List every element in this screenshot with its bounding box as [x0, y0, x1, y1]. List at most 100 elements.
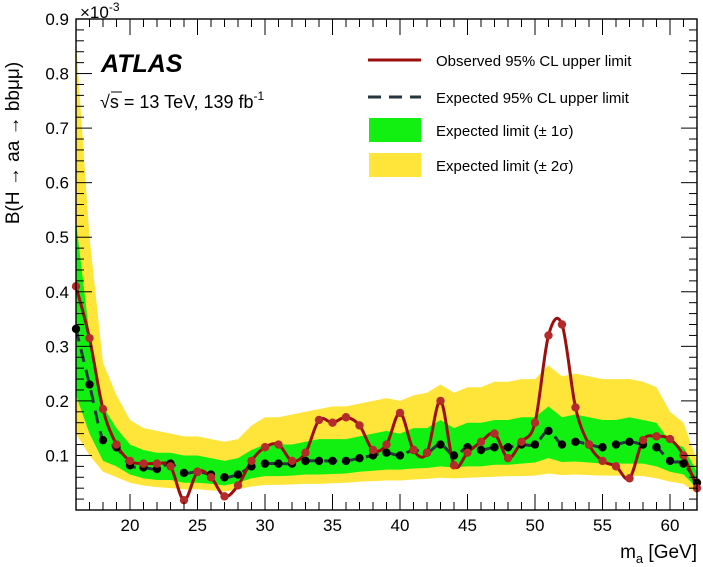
expected-point	[571, 437, 580, 447]
legend-observed-label: Observed 95% CL upper limit	[436, 53, 632, 70]
expected-point	[544, 426, 553, 436]
expected-point	[341, 456, 351, 466]
observed-point	[341, 413, 351, 422]
expected-point	[301, 456, 310, 466]
ticks-layer	[76, 18, 698, 510]
x-tick-label: 60	[661, 516, 680, 535]
observed-point	[274, 440, 283, 449]
observed-point	[301, 448, 310, 457]
x-tick-label: 20	[121, 516, 140, 535]
expected-point	[665, 456, 675, 466]
observed-point	[85, 333, 94, 343]
y-tick-labels: 0.1 0.2 0.3 0.4 0.5 0.6 0.7 0.8 0.9	[45, 10, 69, 465]
x-tick-label: 45	[458, 516, 477, 535]
legend-band1-label: Expected limit (± 1σ)	[436, 123, 574, 140]
expected-point	[382, 448, 391, 457]
observed-point	[220, 492, 229, 501]
observed-point	[584, 440, 594, 449]
y-tick-label: 0.6	[45, 174, 69, 193]
observed-point	[125, 456, 135, 466]
y-exponent: ×10-3	[80, 0, 120, 22]
observed-point	[652, 432, 661, 441]
observed-point	[368, 445, 378, 455]
expected-point	[233, 470, 243, 479]
observed-point	[382, 440, 391, 449]
expected-point	[179, 468, 189, 478]
y-tick-label: 0.9	[45, 10, 69, 29]
expected-point	[625, 437, 634, 447]
y-tick-label: 0.4	[45, 283, 69, 302]
legend-band1-swatch	[369, 118, 421, 142]
observed-point	[598, 456, 607, 466]
energy-label: √s = 13 TeV, 139 fb-1	[100, 89, 265, 112]
observed-point	[571, 403, 580, 412]
observed-point	[463, 448, 472, 457]
points-layer	[71, 282, 702, 505]
expected-point	[503, 443, 513, 452]
observed-point	[449, 461, 459, 470]
x-tick-label: 50	[526, 516, 545, 535]
observed-point	[328, 418, 337, 427]
legend-band2-swatch	[369, 153, 421, 177]
observed-point	[638, 435, 648, 445]
x-tick-label: 40	[391, 516, 410, 535]
band-1sigma	[76, 220, 697, 489]
x-tick-labels: 20 25 30 35 40 45 50 55 60	[121, 516, 680, 535]
expected-point	[355, 453, 364, 463]
observed-point	[557, 320, 567, 329]
observed-point	[544, 331, 553, 340]
observed-point	[166, 462, 175, 471]
x-axis-title: ma [GeV]	[620, 542, 697, 566]
legend-band2-label: Expected limit (± 2σ)	[436, 158, 574, 175]
observed-point	[355, 421, 364, 430]
expected-point	[611, 440, 621, 449]
expected-point	[476, 445, 486, 455]
y-tick-label: 0.2	[45, 392, 69, 411]
y-tick-label: 0.7	[45, 119, 69, 138]
x-tick-label: 25	[188, 516, 207, 535]
observed-point	[611, 462, 621, 471]
observed-point	[395, 408, 405, 418]
expected-point	[652, 443, 661, 452]
expected-point	[598, 443, 607, 452]
observed-point	[422, 448, 432, 457]
y-tick-label: 0.8	[45, 65, 69, 84]
observed-point	[517, 437, 526, 447]
y-tick-label: 0.5	[45, 228, 69, 247]
expected-point	[436, 440, 445, 449]
observed-point	[193, 467, 202, 477]
expected-point	[260, 459, 270, 468]
observed-point	[476, 437, 486, 447]
observed-point	[233, 481, 243, 490]
expected-point	[98, 435, 108, 445]
observed-point	[530, 418, 540, 427]
observed-point	[247, 456, 256, 466]
y-axis-title: B(H → aa → bbμμ)	[3, 62, 24, 224]
observed-point	[436, 396, 445, 406]
observed-point	[409, 445, 418, 455]
expected-point	[557, 440, 567, 449]
legend: Observed 95% CL upper limit Expected 95%…	[368, 53, 632, 177]
expected-point	[395, 451, 405, 460]
experiment-label: ATLAS	[100, 50, 183, 78]
expected-point	[449, 451, 459, 460]
expected-point	[314, 456, 324, 466]
observed-point	[206, 473, 216, 482]
expected-point	[328, 456, 337, 466]
observed-point	[139, 459, 148, 468]
expected-point	[530, 440, 540, 449]
expected-point	[490, 443, 499, 452]
expected-point	[274, 459, 283, 468]
observed-point	[665, 434, 675, 444]
observed-point	[98, 404, 108, 414]
observed-point	[152, 459, 162, 468]
x-tick-label: 55	[593, 516, 612, 535]
expected-point	[85, 380, 94, 389]
x-tick-label: 30	[256, 516, 275, 535]
y-tick-label: 0.3	[45, 337, 69, 356]
observed-point	[112, 440, 121, 449]
legend-expected-label: Expected 95% CL upper limit	[436, 90, 630, 107]
observed-point	[314, 415, 324, 425]
observed-point	[260, 443, 270, 452]
